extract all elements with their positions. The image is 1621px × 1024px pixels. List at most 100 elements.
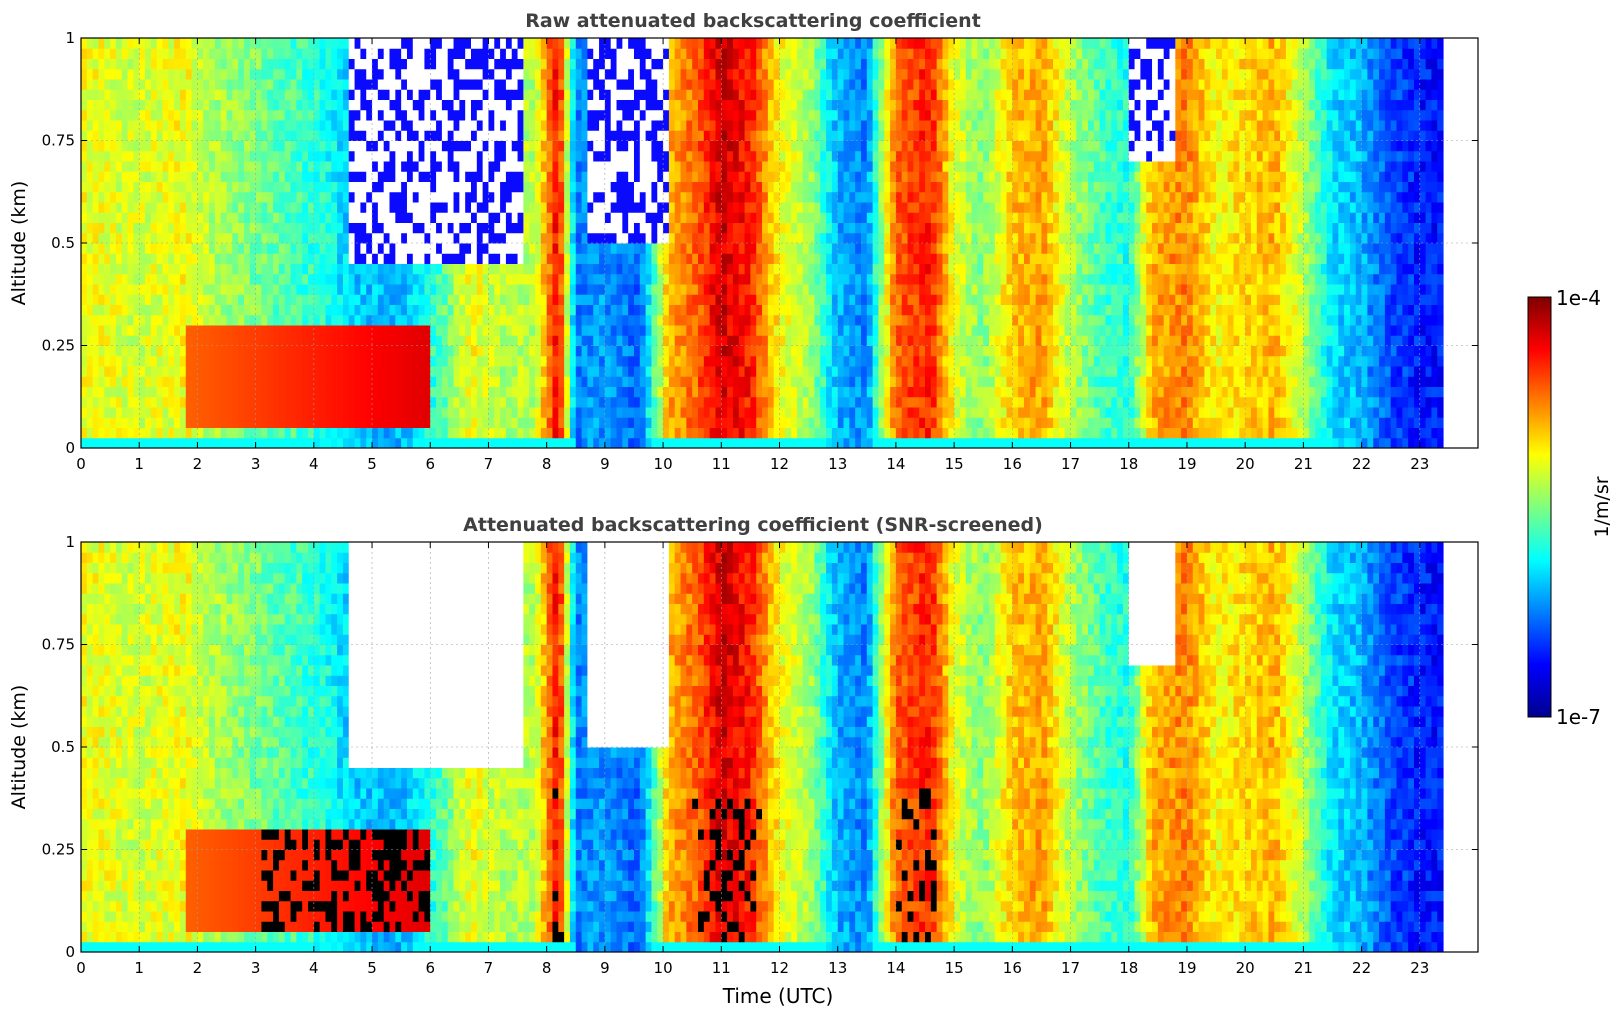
heatmap-cell (133, 284, 139, 295)
heatmap-cell (698, 274, 704, 285)
heatmap-cell (256, 59, 262, 70)
heatmap-cell (162, 335, 168, 346)
heatmap-cell (762, 79, 768, 90)
heatmap-cell (372, 212, 378, 223)
heatmap-cell (308, 346, 314, 357)
heatmap-cell (785, 202, 791, 213)
heatmap-cell (529, 233, 535, 244)
heatmap-cell (756, 264, 762, 275)
heatmap-cell (308, 294, 314, 305)
heatmap-cell (459, 325, 465, 336)
heatmap-cell (331, 428, 337, 439)
heatmap-cell (407, 376, 413, 387)
heatmap-cell (81, 274, 87, 285)
heatmap-cell (797, 182, 803, 193)
heatmap-cell (162, 59, 168, 70)
heatmap-cell (663, 428, 669, 439)
heatmap-cell (483, 48, 489, 59)
heatmap-cell (640, 305, 646, 316)
heatmap-cell (424, 130, 430, 141)
heatmap-cell (471, 79, 477, 90)
heatmap-cell (483, 407, 489, 418)
heatmap-cell (634, 253, 640, 264)
heatmap-cell (133, 120, 139, 131)
heatmap-cell (372, 253, 378, 264)
heatmap-cell (145, 212, 151, 223)
heatmap-cell (523, 356, 529, 367)
heatmap-cell (512, 294, 518, 305)
heatmap-cell (704, 120, 710, 131)
heatmap-cell (710, 223, 716, 234)
heatmap-cell (337, 428, 343, 439)
heatmap-cell (605, 305, 611, 316)
heatmap-cell (611, 294, 617, 305)
heatmap-cell (390, 325, 396, 336)
heatmap-cell (325, 417, 331, 428)
heatmap-cell (704, 325, 710, 336)
heatmap-cell (791, 397, 797, 408)
heatmap-cell (197, 130, 203, 141)
heatmap-cell (308, 100, 314, 111)
heatmap-cell (599, 387, 605, 398)
heatmap-cell (384, 171, 390, 182)
heatmap-cell (162, 69, 168, 80)
heatmap-cell (471, 69, 477, 80)
heatmap-cell (762, 171, 768, 182)
heatmap-cell (483, 171, 489, 182)
heatmap-cell (483, 376, 489, 387)
heatmap-cell (436, 110, 442, 121)
heatmap-cell (162, 141, 168, 152)
heatmap-cell (209, 130, 215, 141)
heatmap-cell (506, 243, 512, 254)
heatmap-cell (803, 376, 809, 387)
heatmap-cell (104, 120, 110, 131)
heatmap-cell (587, 89, 593, 100)
heatmap-cell (227, 233, 233, 244)
heatmap-cell (436, 315, 442, 326)
heatmap-cell (448, 417, 454, 428)
heatmap-cell (727, 141, 733, 152)
heatmap-cell (186, 182, 192, 193)
heatmap-cell (215, 284, 221, 295)
heatmap-cell (419, 243, 425, 254)
heatmap-cell (151, 151, 157, 162)
heatmap-cell (424, 335, 430, 346)
heatmap-cell (745, 438, 751, 449)
heatmap-cell (244, 100, 250, 111)
heatmap-cell (308, 325, 314, 336)
heatmap-cell (314, 110, 320, 121)
heatmap-cell (116, 264, 122, 275)
heatmap-cell (273, 264, 279, 275)
heatmap-cell (203, 130, 209, 141)
heatmap-cell (477, 417, 483, 428)
heatmap-cell (739, 366, 745, 377)
heatmap-cell (139, 376, 145, 387)
heatmap-cell (675, 151, 681, 162)
heatmap-cell (721, 192, 727, 203)
heatmap-cell (372, 89, 378, 100)
heatmap-cell (331, 223, 337, 234)
heatmap-cell (81, 233, 87, 244)
heatmap-cell (378, 212, 384, 223)
heatmap-cell (494, 79, 500, 90)
heatmap-cell (343, 366, 349, 377)
heatmap-cell (337, 346, 343, 357)
heatmap-cell (424, 161, 430, 172)
heatmap-cell (500, 387, 506, 398)
heatmap-cell (477, 253, 483, 264)
heatmap-cell (192, 243, 198, 254)
heatmap-cell (686, 274, 692, 285)
heatmap-cell (215, 335, 221, 346)
heatmap-cell (320, 48, 326, 59)
heatmap-cell (116, 346, 122, 357)
heatmap-cell (780, 212, 786, 223)
heatmap-cell (692, 202, 698, 213)
heatmap-cell (93, 335, 99, 346)
heatmap-cell (576, 202, 582, 213)
heatmap-cell (780, 48, 786, 59)
heatmap-cell (413, 48, 419, 59)
heatmap-cell (180, 202, 186, 213)
heatmap-cell (459, 212, 465, 223)
heatmap-cell (122, 141, 128, 152)
heatmap-cell (494, 233, 500, 244)
